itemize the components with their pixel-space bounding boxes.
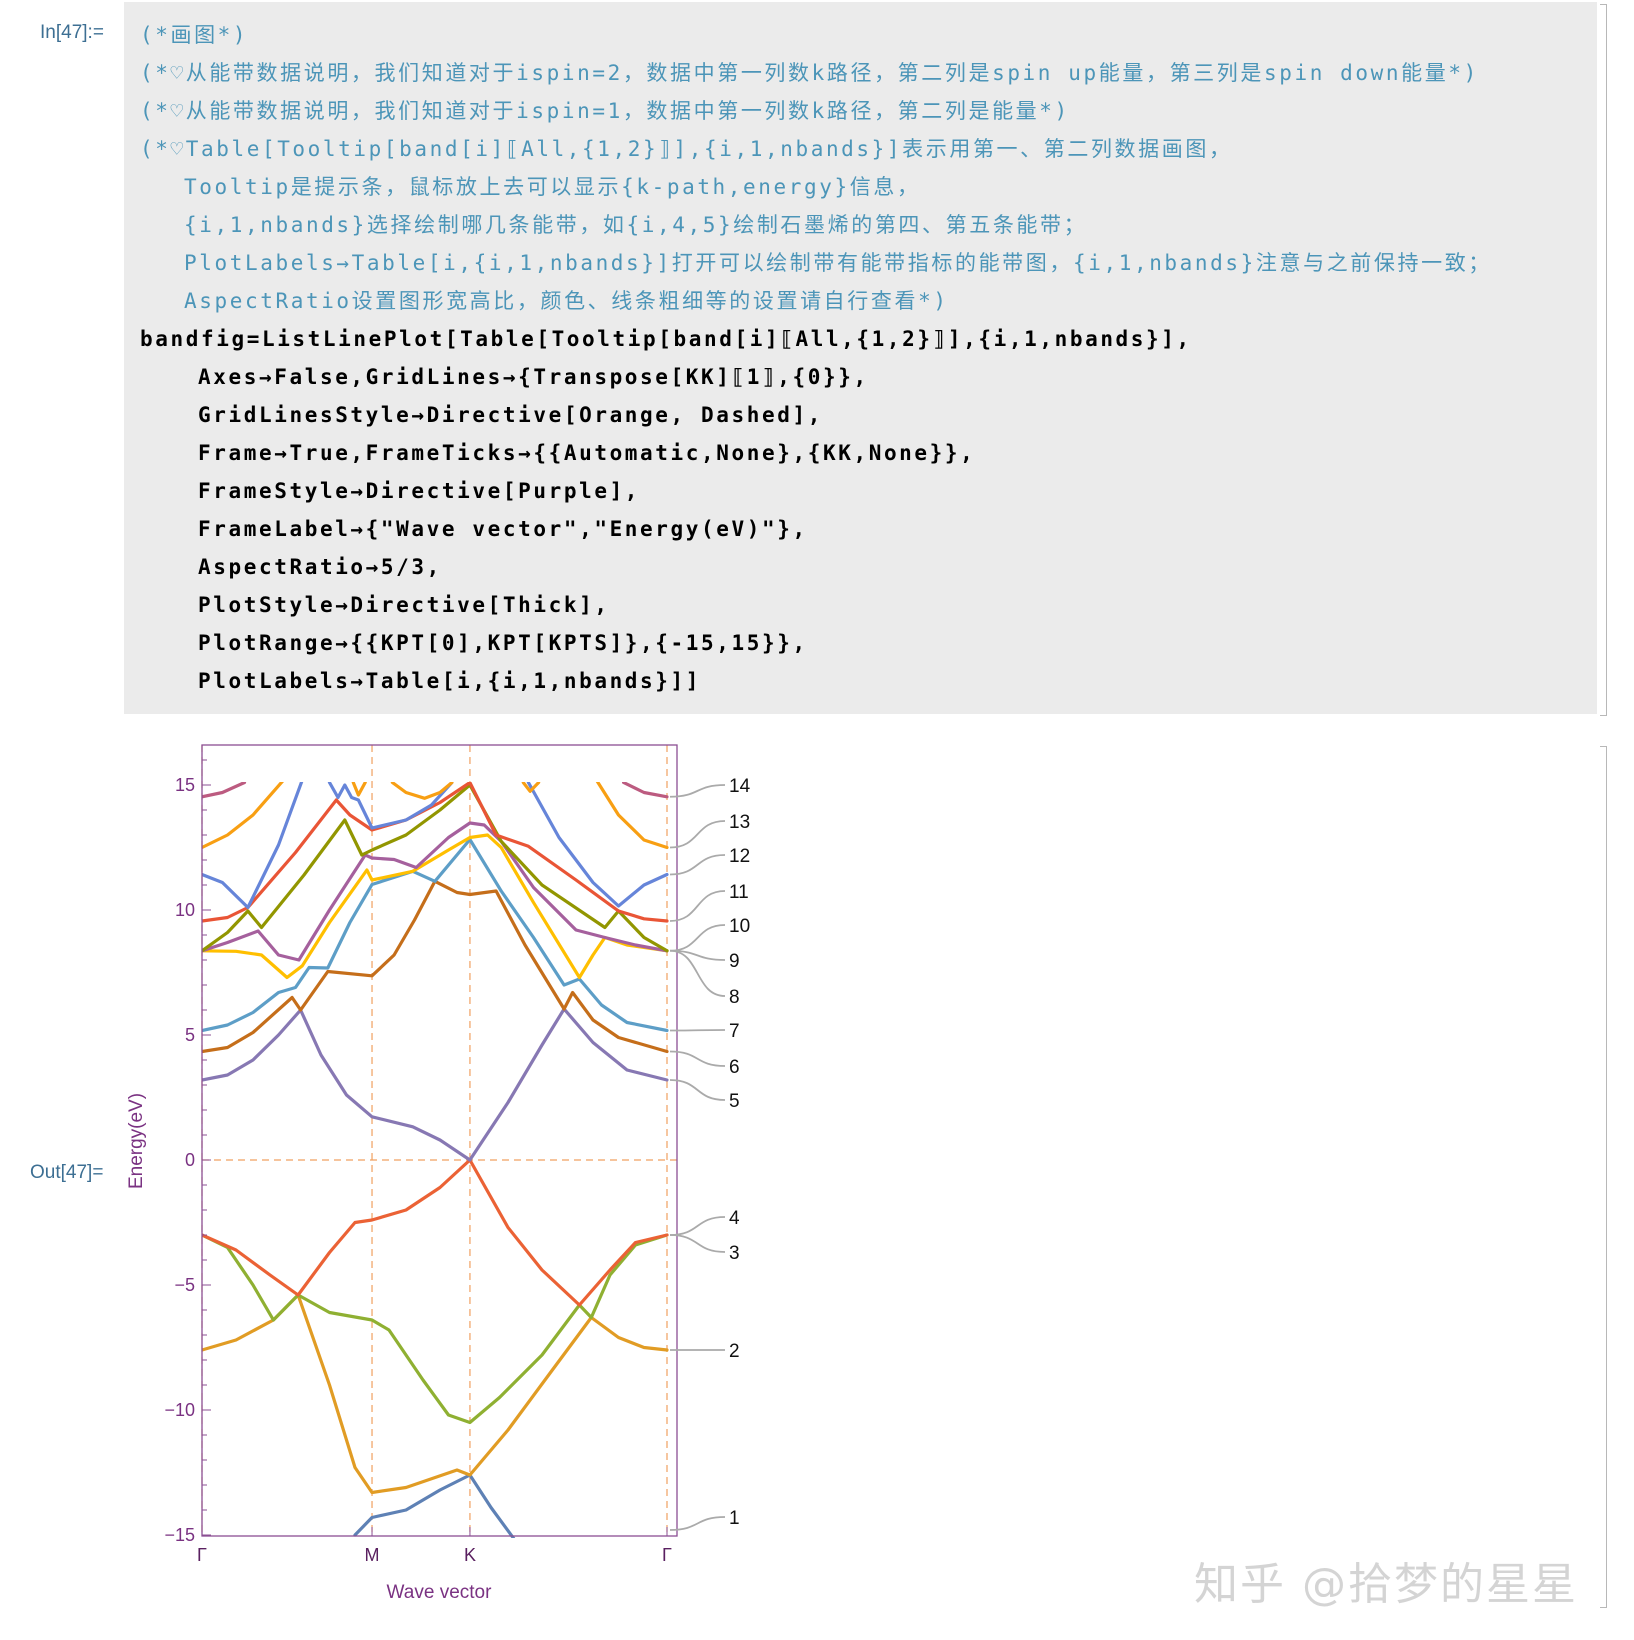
- band-13-line: [521, 782, 541, 793]
- label-leader-line: [669, 1516, 726, 1531]
- code-line[interactable]: PlotStyle→Directive[Thick],: [198, 593, 610, 617]
- label-leader-line: [669, 1079, 726, 1101]
- bands: [202, 782, 669, 1538]
- label-leader-line: [669, 784, 726, 798]
- code-line[interactable]: GridLinesStyle→Directive[Orange, Dashed]…: [198, 403, 823, 427]
- band-6-line: [202, 879, 669, 1054]
- band-4-line: [202, 1158, 669, 1307]
- x-tick-label: Γ: [197, 1545, 207, 1565]
- band-label: 14: [729, 776, 751, 797]
- output-label: Out[47]=: [30, 1162, 104, 1183]
- band-13-line: [390, 782, 454, 800]
- band-12-line: [327, 782, 454, 830]
- band-label: 3: [729, 1243, 740, 1264]
- band-5-line: [202, 1007, 669, 1162]
- watermark: 知乎 @拾梦的星星: [1194, 1559, 1578, 1610]
- band-label: 8: [729, 987, 740, 1008]
- band-1-line: [353, 1473, 516, 1538]
- y-tick-label: −5: [174, 1275, 195, 1295]
- band-12-line: [526, 782, 669, 908]
- band-14-line: [202, 782, 247, 799]
- code-comment-line[interactable]: (*♡从能带数据说明，我们知道对于ispin=2，数据中第一列数k路径，第二列是…: [140, 61, 1479, 85]
- label-leader-line: [669, 1050, 726, 1067]
- code-comment-line[interactable]: (*♡从能带数据说明，我们知道对于ispin=1，数据中第一列数k路径，第二列是…: [140, 99, 1070, 123]
- code-comment-line[interactable]: PlotLabels→Table[i,{i,1,nbands}]打开可以绘制带有…: [184, 251, 1492, 275]
- y-tick-label: −15: [164, 1525, 195, 1545]
- band-label: 11: [729, 882, 749, 903]
- band-label: 6: [729, 1057, 740, 1078]
- code-line[interactable]: FrameStyle→Directive[Purple],: [198, 479, 641, 503]
- band-13-line: [595, 782, 669, 850]
- band-label: 5: [729, 1091, 740, 1112]
- label-leader-line: [669, 854, 726, 876]
- code-comment-line[interactable]: {i,1,nbands}选择绘制哪几条能带，如{i,4,5}绘制石墨烯的第四、第…: [184, 213, 1088, 237]
- code-comment-line[interactable]: AspectRatio设置图形宽高比，颜色、线条粗细等的设置请自行查看*): [184, 289, 949, 313]
- label-leader-line: [669, 1029, 726, 1032]
- frame: [201, 744, 678, 1537]
- band-13-line: [351, 782, 367, 797]
- band-12-line: [202, 782, 304, 910]
- band-label: 4: [729, 1208, 740, 1229]
- y-tick-label: 5: [185, 1025, 195, 1045]
- y-tick-label: 15: [175, 775, 195, 795]
- y-tick-label: 0: [185, 1150, 195, 1170]
- band-label: 13: [729, 812, 750, 833]
- band-14-line: [621, 782, 669, 799]
- x-axis-label: Wave vector: [387, 1582, 493, 1603]
- input-cell[interactable]: [124, 2, 1597, 714]
- label-leader-line: [669, 924, 726, 952]
- x-tick-label: K: [464, 1545, 476, 1565]
- code-line[interactable]: Axes→False,GridLines→{Transpose[KK]⟦1⟧,{…: [198, 365, 869, 389]
- band-label: 1: [729, 1508, 740, 1529]
- label-leader-line: [669, 949, 726, 997]
- y-tick-label: −10: [164, 1400, 195, 1420]
- code-comment-line[interactable]: (*画图*): [140, 23, 249, 47]
- code-comment-line[interactable]: (*♡Table[Tooltip[band[i]⟦All,{1,2}⟧],{i,…: [140, 137, 1233, 161]
- label-leader-line: [669, 820, 726, 849]
- band-label: 2: [729, 1341, 740, 1362]
- band-label: 9: [729, 951, 740, 972]
- band-3-line: [202, 1233, 669, 1425]
- label-leader-line: [669, 1216, 726, 1236]
- code-line[interactable]: AspectRatio→5/3,: [198, 555, 442, 579]
- x-tick-label: M: [365, 1545, 380, 1565]
- code-line[interactable]: PlotRange→{{KPT[0],KPT[KPTS]},{-15,15}},: [198, 631, 808, 655]
- band-13-line: [202, 782, 284, 850]
- label-leader-line: [669, 890, 726, 922]
- code-line[interactable]: bandfig=ListLinePlot[Table[Tooltip[band[…: [140, 327, 1192, 351]
- output-cell-bracket[interactable]: [1600, 746, 1607, 1608]
- code-line[interactable]: PlotLabels→Table[i,{i,1,nbands}]]: [198, 669, 702, 693]
- band-8-line: [202, 833, 669, 980]
- input-label: In[47]:=: [40, 22, 104, 43]
- band-label: 10: [729, 916, 750, 937]
- y-axis-label: Energy(eV): [126, 1093, 147, 1189]
- band-label: 7: [729, 1021, 740, 1042]
- label-leader-line: [669, 1234, 726, 1253]
- x-tick-label: Γ: [662, 1545, 672, 1565]
- band-9-line: [202, 821, 669, 962]
- band-label: 12: [729, 846, 750, 867]
- band-10-line: [202, 783, 669, 953]
- code-line[interactable]: FrameLabel→{"Wave vector","Energy(eV)"},: [198, 517, 808, 541]
- ticks: −15 −10 −5 0 5 10 15 Γ M K Γ: [164, 759, 672, 1565]
- input-cell-bracket[interactable]: [1600, 4, 1607, 716]
- y-tick-label: 10: [175, 900, 195, 920]
- code-comment-line[interactable]: Tooltip是提示条，鼠标放上去可以显示{k-path,energy}信息，: [184, 175, 921, 199]
- code-line[interactable]: Frame→True,FrameTicks→{{Automatic,None},…: [198, 441, 976, 465]
